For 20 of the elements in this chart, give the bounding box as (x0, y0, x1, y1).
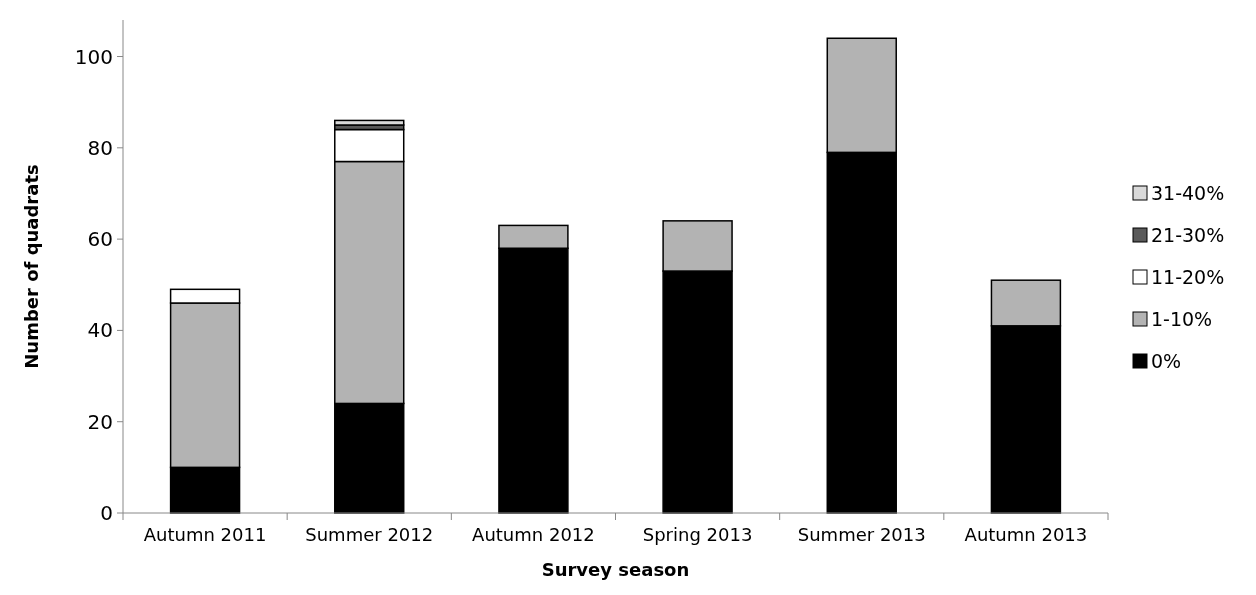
legend-label: 21-30% (1151, 223, 1225, 246)
y-tick-label: 80 (87, 135, 113, 160)
bar (334, 119, 405, 126)
y-tick-label: 20 (87, 409, 113, 434)
x-tick-label: Spring 2013 (642, 524, 753, 545)
x-tick-label: Summer 2013 (797, 524, 926, 545)
legend-label: 1-10% (1151, 307, 1213, 330)
y-axis-title: Number of quadrats (21, 164, 42, 369)
legend-label: 0% (1151, 349, 1182, 372)
y-tick-label: 40 (87, 318, 113, 343)
x-tick-label: Summer 2012 (305, 524, 434, 545)
x-tick-label: Autumn 2013 (964, 524, 1088, 545)
legend-label: 11-20% (1151, 265, 1225, 288)
legend-label: 31-40% (1151, 181, 1225, 204)
y-tick-label: 0 (100, 501, 113, 525)
x-tick-label: Autumn 2012 (472, 524, 595, 545)
y-tick-label: 60 (87, 227, 113, 252)
x-axis-title: Survey season (541, 559, 690, 580)
y-tick-label: 100 (74, 44, 113, 69)
x-tick-label: Autumn 2011 (143, 524, 267, 545)
